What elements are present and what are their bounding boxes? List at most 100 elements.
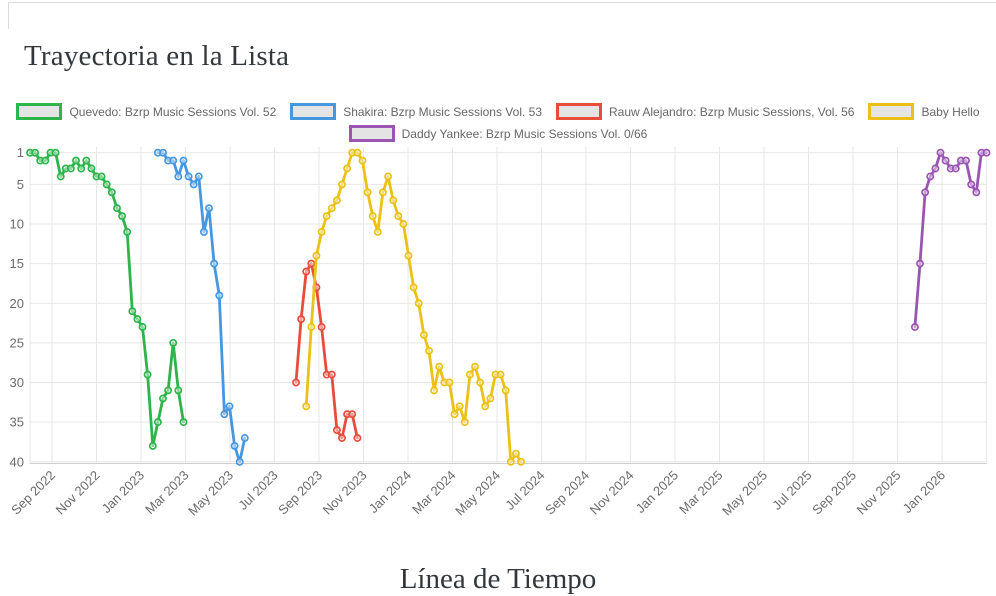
- series-point-shakira-13[interactable]: [220, 410, 229, 419]
- series-point-baby-hello-31[interactable]: [460, 418, 469, 427]
- series-point-daddy-yankee-14[interactable]: [982, 148, 991, 157]
- series-point-quevedo-16[interactable]: [107, 188, 116, 197]
- series-point-baby-hello-26[interactable]: [435, 362, 444, 371]
- series-point-baby-hello-21[interactable]: [409, 283, 418, 292]
- series-point-shakira-16[interactable]: [235, 457, 244, 466]
- series-point-quevedo-25[interactable]: [153, 418, 162, 427]
- series-point-baby-hello-1[interactable]: [307, 323, 316, 331]
- series-point-baby-hello-0[interactable]: [302, 402, 311, 411]
- series-point-shakira-11[interactable]: [210, 259, 219, 268]
- series-point-rauw-alejandro-8[interactable]: [332, 426, 341, 435]
- series-point-quevedo-6[interactable]: [56, 172, 65, 181]
- series-point-shakira-5[interactable]: [179, 156, 188, 165]
- series-point-shakira-12[interactable]: [215, 291, 224, 300]
- series-point-baby-hello-41[interactable]: [511, 449, 520, 458]
- series-point-quevedo-15[interactable]: [102, 180, 111, 189]
- series-point-baby-hello-40[interactable]: [506, 457, 515, 466]
- series-point-baby-hello-11[interactable]: [358, 156, 367, 165]
- series-point-quevedo-18[interactable]: [118, 212, 127, 221]
- legend-item-rauw-alejandro[interactable]: Rauw Alejandro: Bzrp Music Sessions, Vol…: [556, 103, 854, 120]
- series-point-quevedo-21[interactable]: [133, 315, 142, 324]
- legend-item-baby-hello[interactable]: Baby Hello: [868, 103, 980, 120]
- series-point-baby-hello-35[interactable]: [481, 402, 490, 411]
- legend-item-daddy-yankee[interactable]: Daddy Yankee: Bzrp Music Sessions Vol. 0…: [348, 125, 647, 142]
- series-point-baby-hello-16[interactable]: [384, 172, 393, 181]
- series-point-baby-hello-42[interactable]: [517, 457, 525, 466]
- series-point-shakira-3[interactable]: [169, 156, 178, 165]
- series-point-quevedo-26[interactable]: [159, 394, 167, 403]
- series-point-baby-hello-3[interactable]: [317, 227, 326, 236]
- series-point-rauw-alejandro-7[interactable]: [327, 370, 336, 379]
- series-point-baby-hello-4[interactable]: [322, 212, 331, 221]
- series-point-baby-hello-32[interactable]: [465, 370, 474, 379]
- series-point-daddy-yankee-2[interactable]: [921, 188, 930, 197]
- series-point-quevedo-19[interactable]: [123, 227, 132, 236]
- series-point-baby-hello-17[interactable]: [389, 196, 398, 205]
- series-point-baby-hello-10[interactable]: [353, 148, 362, 157]
- series-point-rauw-alejandro-12[interactable]: [353, 434, 362, 442]
- series-point-rauw-alejandro-1[interactable]: [297, 315, 306, 324]
- series-point-shakira-14[interactable]: [225, 402, 234, 411]
- series-point-quevedo-28[interactable]: [169, 338, 178, 347]
- series-point-baby-hello-13[interactable]: [368, 212, 377, 221]
- series-point-baby-hello-14[interactable]: [373, 227, 382, 236]
- series-point-daddy-yankee-11[interactable]: [967, 180, 976, 189]
- series-point-rauw-alejandro-2[interactable]: [302, 267, 311, 276]
- series-point-shakira-6[interactable]: [184, 172, 193, 181]
- series-point-baby-hello-18[interactable]: [394, 212, 403, 221]
- series-point-quevedo-3[interactable]: [41, 156, 50, 165]
- series-point-baby-hello-9[interactable]: [348, 148, 357, 157]
- series-point-baby-hello-38[interactable]: [496, 370, 505, 379]
- series-point-daddy-yankee-12[interactable]: [972, 188, 981, 197]
- series-point-shakira-7[interactable]: [189, 180, 198, 189]
- series-point-daddy-yankee-4[interactable]: [931, 164, 940, 173]
- series-point-shakira-10[interactable]: [205, 204, 213, 213]
- series-point-baby-hello-8[interactable]: [343, 164, 352, 173]
- series-point-quevedo-27[interactable]: [164, 386, 173, 395]
- series-point-quevedo-11[interactable]: [82, 156, 91, 165]
- series-point-baby-hello-15[interactable]: [378, 188, 387, 197]
- series-point-shakira-8[interactable]: [194, 172, 203, 181]
- series-point-daddy-yankee-5[interactable]: [936, 148, 945, 157]
- series-point-baby-hello-25[interactable]: [430, 386, 439, 395]
- series-point-daddy-yankee-8[interactable]: [951, 164, 960, 173]
- series-point-daddy-yankee-3[interactable]: [926, 172, 935, 181]
- series-point-daddy-yankee-1[interactable]: [916, 259, 924, 268]
- series-point-daddy-yankee-0[interactable]: [910, 323, 919, 331]
- series-point-daddy-yankee-6[interactable]: [941, 156, 950, 165]
- series-point-daddy-yankee-10[interactable]: [962, 156, 970, 165]
- series-point-baby-hello-2[interactable]: [312, 251, 321, 260]
- series-point-baby-hello-6[interactable]: [332, 196, 341, 205]
- series-point-baby-hello-29[interactable]: [450, 410, 459, 419]
- series-point-shakira-15[interactable]: [230, 441, 239, 450]
- series-point-quevedo-9[interactable]: [72, 156, 80, 165]
- series-point-quevedo-29[interactable]: [174, 386, 183, 395]
- series-point-baby-hello-23[interactable]: [419, 331, 428, 339]
- legend-item-quevedo[interactable]: Quevedo: Bzrp Music Sessions Vol. 52: [16, 103, 276, 120]
- series-point-shakira-1[interactable]: [159, 148, 167, 157]
- series-point-quevedo-23[interactable]: [143, 370, 152, 379]
- series-point-quevedo-12[interactable]: [87, 164, 96, 173]
- series-point-rauw-alejandro-0[interactable]: [292, 378, 300, 387]
- series-point-shakira-4[interactable]: [174, 172, 183, 181]
- series-point-quevedo-17[interactable]: [113, 204, 121, 213]
- series-point-baby-hello-30[interactable]: [455, 402, 464, 411]
- series-point-baby-hello-33[interactable]: [471, 362, 479, 371]
- series-point-quevedo-20[interactable]: [128, 307, 137, 316]
- series-point-rauw-alejandro-11[interactable]: [348, 410, 357, 419]
- series-point-rauw-alejandro-5[interactable]: [317, 323, 326, 331]
- series-point-baby-hello-20[interactable]: [404, 251, 413, 260]
- series-point-baby-hello-24[interactable]: [425, 346, 433, 355]
- series-point-baby-hello-12[interactable]: [363, 188, 372, 197]
- series-point-baby-hello-7[interactable]: [338, 180, 346, 189]
- series-point-quevedo-30[interactable]: [179, 418, 188, 427]
- series-point-quevedo-5[interactable]: [51, 148, 60, 157]
- series-point-rauw-alejandro-9[interactable]: [338, 434, 346, 442]
- series-point-quevedo-8[interactable]: [66, 164, 75, 173]
- series-point-quevedo-24[interactable]: [148, 441, 157, 450]
- series-point-quevedo-1[interactable]: [31, 148, 40, 157]
- series-point-shakira-17[interactable]: [240, 434, 249, 442]
- series-point-quevedo-14[interactable]: [97, 172, 106, 181]
- series-point-baby-hello-34[interactable]: [476, 378, 485, 387]
- series-point-quevedo-22[interactable]: [138, 323, 147, 331]
